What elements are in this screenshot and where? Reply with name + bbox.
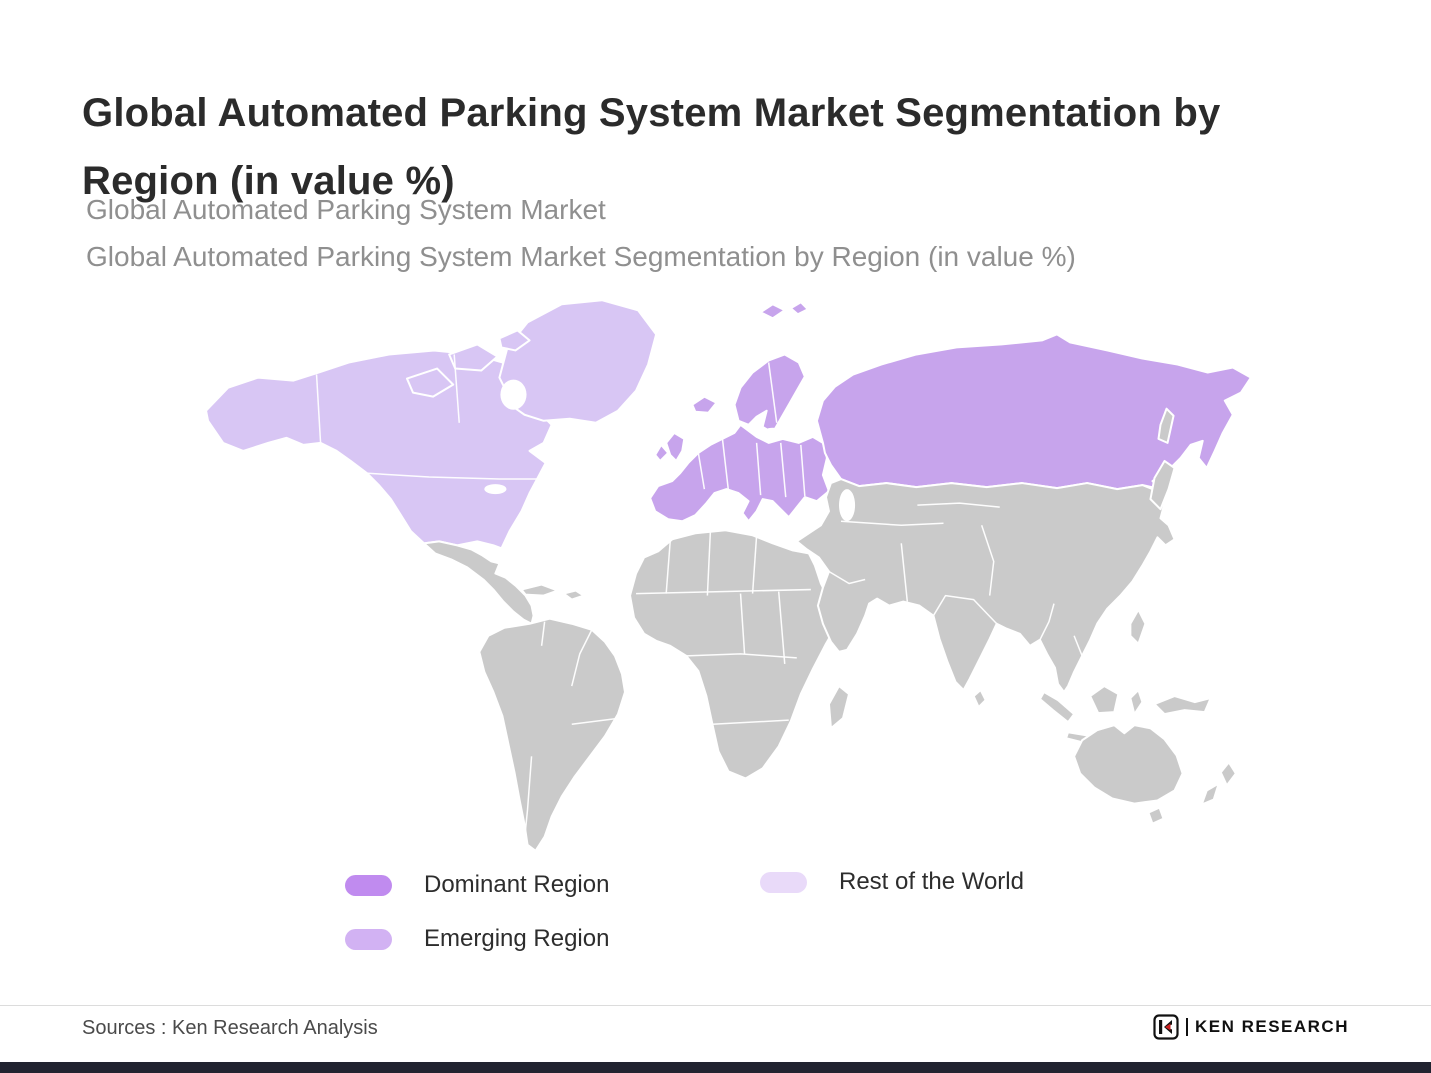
region-mexico-central-america: [423, 540, 535, 625]
region-cuba: [520, 583, 559, 597]
region-svalbard: [759, 301, 809, 320]
brand-logo: KEN RESEARCH: [1153, 1014, 1349, 1040]
region-new-zealand: [1200, 761, 1237, 806]
region-sri-lanka: [972, 689, 987, 709]
region-philippines: [1129, 608, 1147, 645]
region-north-america: [205, 349, 553, 550]
legend-item-emerging: Emerging Region: [345, 925, 609, 953]
regions-dominant: [649, 301, 1252, 523]
world-map: [198, 290, 1268, 862]
footer-divider: [0, 1005, 1431, 1006]
legend-label-dominant: Dominant Region: [424, 871, 610, 898]
subtitle-line-1: Global Automated Parking System Market: [86, 194, 606, 225]
region-japan: [1149, 459, 1176, 511]
baltic-sea: [762, 427, 783, 438]
region-russia: [815, 333, 1252, 491]
ken-research-logo-icon: [1153, 1014, 1179, 1040]
legend-label-rest-of-world: Rest of the World: [839, 868, 1024, 895]
legend-item-rest-of-world: Rest of the World: [760, 868, 1024, 896]
sources-text: Sources : Ken Research Analysis: [82, 1017, 378, 1039]
black-sea: [799, 507, 826, 524]
subtitle-line-2: Global Automated Parking System Market S…: [86, 241, 1076, 272]
region-arctic-islands: [405, 329, 531, 398]
region-hispaniola: [562, 589, 585, 601]
caspian-sea: [838, 489, 856, 522]
world-map-svg: [205, 299, 1252, 852]
region-australia: [1073, 724, 1184, 805]
bottom-accent-bar: [0, 1062, 1431, 1073]
region-tasmania: [1147, 806, 1165, 825]
region-europe-mainland: [649, 423, 830, 523]
legend-swatch-rest-of-world: [760, 871, 807, 893]
region-south-america: [478, 617, 626, 852]
region-scandinavia: [733, 353, 806, 434]
great-lakes: [484, 484, 507, 495]
legend-swatch-dominant: [345, 874, 392, 896]
region-madagascar: [827, 685, 851, 730]
region-sakhalin: [1157, 407, 1175, 444]
brand-name: KEN RESEARCH: [1194, 1017, 1349, 1036]
region-iceland: [691, 395, 718, 414]
legend-swatch-emerging: [345, 928, 392, 950]
hudson-bay: [500, 379, 527, 410]
page-title: Global Automated Parking System Market S…: [82, 90, 1221, 203]
region-uk: [665, 431, 686, 462]
legend-item-dominant: Dominant Region: [345, 871, 609, 899]
country-borders: [315, 354, 1083, 840]
legend-label-emerging: Emerging Region: [424, 925, 610, 952]
brand-separator: [1185, 1018, 1188, 1036]
regions-emerging: [205, 299, 658, 550]
region-ireland: [654, 443, 670, 462]
inland-seas: [484, 379, 856, 524]
